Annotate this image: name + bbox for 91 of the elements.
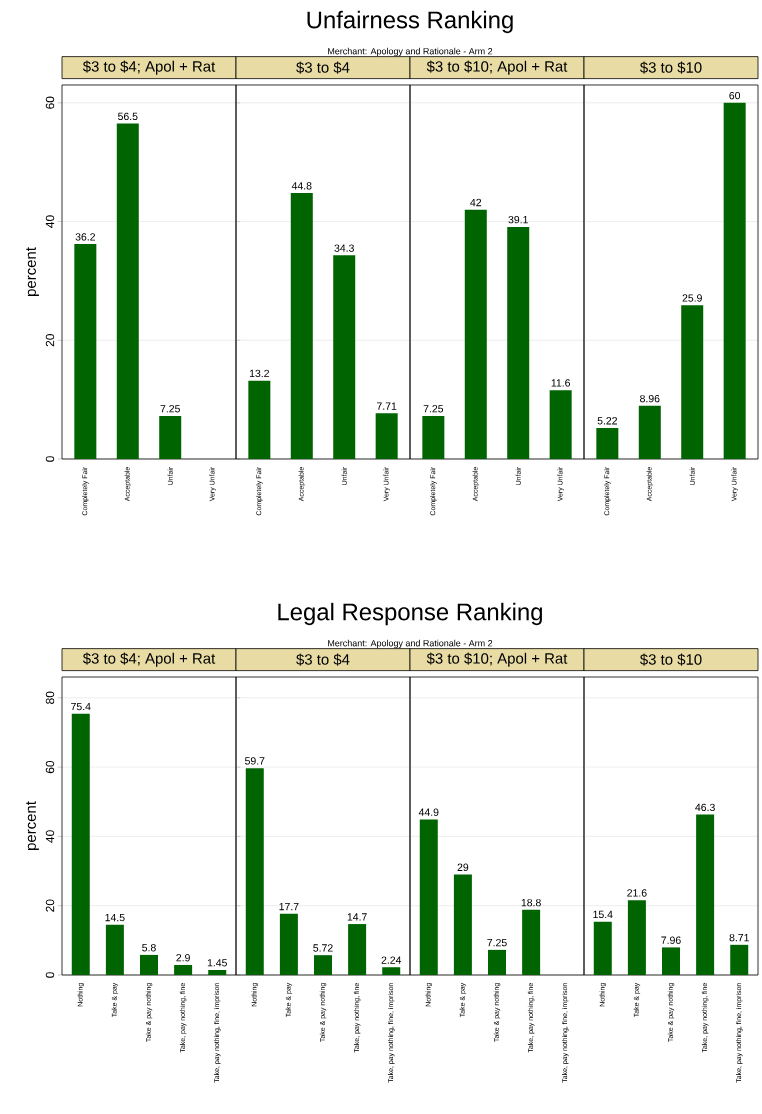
- bar: [596, 428, 619, 459]
- y-tick-label: 80: [45, 691, 55, 704]
- y-tick-label: 60: [45, 760, 55, 774]
- data-label: 15.4: [593, 910, 613, 919]
- y-tick-label: 20: [45, 334, 55, 347]
- data-label: 44.9: [418, 808, 439, 816]
- y-tick-label: 0: [45, 456, 55, 462]
- data-label: 5.72: [313, 944, 333, 952]
- data-label: 56.5: [118, 112, 138, 121]
- bar: [488, 949, 506, 975]
- data-label: 18.8: [521, 898, 541, 907]
- data-label: 36.2: [75, 233, 95, 241]
- bar: [638, 405, 661, 459]
- bar: [71, 713, 90, 975]
- y-tick-label: 40: [45, 830, 55, 843]
- data-label: 7.25: [423, 405, 444, 413]
- bar: [245, 768, 264, 975]
- data-label: 42: [470, 198, 482, 207]
- data-label: 8.71: [729, 933, 749, 942]
- bar: [314, 955, 332, 975]
- data-label: 13.2: [249, 369, 269, 378]
- bar: [627, 900, 646, 975]
- bar: [159, 415, 182, 459]
- data-label: 14.5: [105, 913, 125, 922]
- chart-title: $3 to $4: [296, 61, 350, 74]
- chart-title: $3 to $4: [296, 653, 350, 666]
- chart-title: $3 to $10; Apol + Rat: [426, 652, 568, 667]
- chart-title: $3 to $10: [640, 653, 702, 666]
- data-label: 7.25: [160, 405, 180, 413]
- data-label: 59.7: [245, 757, 265, 765]
- bar: [208, 969, 227, 975]
- data-label: 46.3: [695, 803, 715, 812]
- data-label: 2.24: [381, 956, 402, 964]
- data-label: 60: [729, 91, 741, 100]
- y-tick-label: 20: [45, 899, 55, 912]
- bar: [116, 123, 139, 459]
- y-tick-label: 0: [45, 972, 55, 978]
- data-label: 25.9: [682, 294, 702, 302]
- y-tick-label: 40: [45, 215, 55, 228]
- data-label: 29: [457, 863, 469, 871]
- y-axis-title: percent: [26, 801, 39, 850]
- bar: [290, 193, 313, 459]
- bar: [333, 255, 356, 459]
- bar: [549, 390, 572, 459]
- bar: [279, 913, 298, 975]
- data-label: 39.1: [508, 215, 528, 224]
- bar: [74, 244, 97, 459]
- data-label: 5.22: [597, 417, 617, 425]
- bar: [522, 909, 541, 975]
- bar: [422, 415, 445, 459]
- chart-title: $3 to $10: [640, 61, 702, 74]
- data-label: 8.96: [640, 394, 660, 403]
- bar: [696, 814, 715, 975]
- chart-title: $3 to $4; Apol + Rat: [82, 60, 216, 75]
- bar: [723, 102, 746, 459]
- bar: [464, 209, 487, 459]
- y-tick-label: 60: [45, 96, 55, 109]
- data-label: 11.6: [551, 379, 570, 387]
- bar: [507, 226, 530, 459]
- bar: [382, 967, 401, 975]
- bar: [174, 964, 193, 975]
- bar: [662, 947, 681, 975]
- data-label: 2.9: [176, 954, 190, 962]
- text: Merchant: Apology and Rationale - Arm 2: [328, 639, 493, 649]
- chart-title: $3 to $10; Apol + Rat: [426, 60, 568, 75]
- bar: [453, 874, 472, 975]
- data-label: 7.71: [377, 402, 397, 410]
- data-label: 5.8: [142, 943, 156, 952]
- data-label: 75.4: [71, 702, 91, 711]
- bar: [105, 924, 124, 975]
- data-label: 44.8: [291, 182, 312, 190]
- bar: [419, 819, 438, 975]
- data-label: 17.7: [279, 902, 299, 911]
- text: Legal Response Ranking: [278, 602, 542, 626]
- data-label: 34.3: [334, 244, 354, 252]
- bar: [730, 944, 749, 975]
- bar: [140, 954, 158, 975]
- data-label: 1.45: [207, 959, 227, 967]
- data-label: 21.6: [627, 889, 647, 897]
- bar: [375, 413, 398, 459]
- data-label: 7.96: [661, 936, 681, 944]
- text: Unfairness Ranking: [307, 10, 513, 34]
- bar: [248, 380, 271, 459]
- chart-title: $3 to $4; Apol + Rat: [82, 652, 216, 667]
- y-axis-title: percent: [26, 247, 39, 296]
- text: Merchant: Apology and Rationale - Arm 2: [328, 47, 493, 57]
- bar: [348, 924, 367, 975]
- bar: [681, 305, 704, 459]
- data-label: 14.7: [347, 913, 367, 921]
- data-label: 7.25: [487, 938, 507, 947]
- bar: [593, 921, 612, 975]
